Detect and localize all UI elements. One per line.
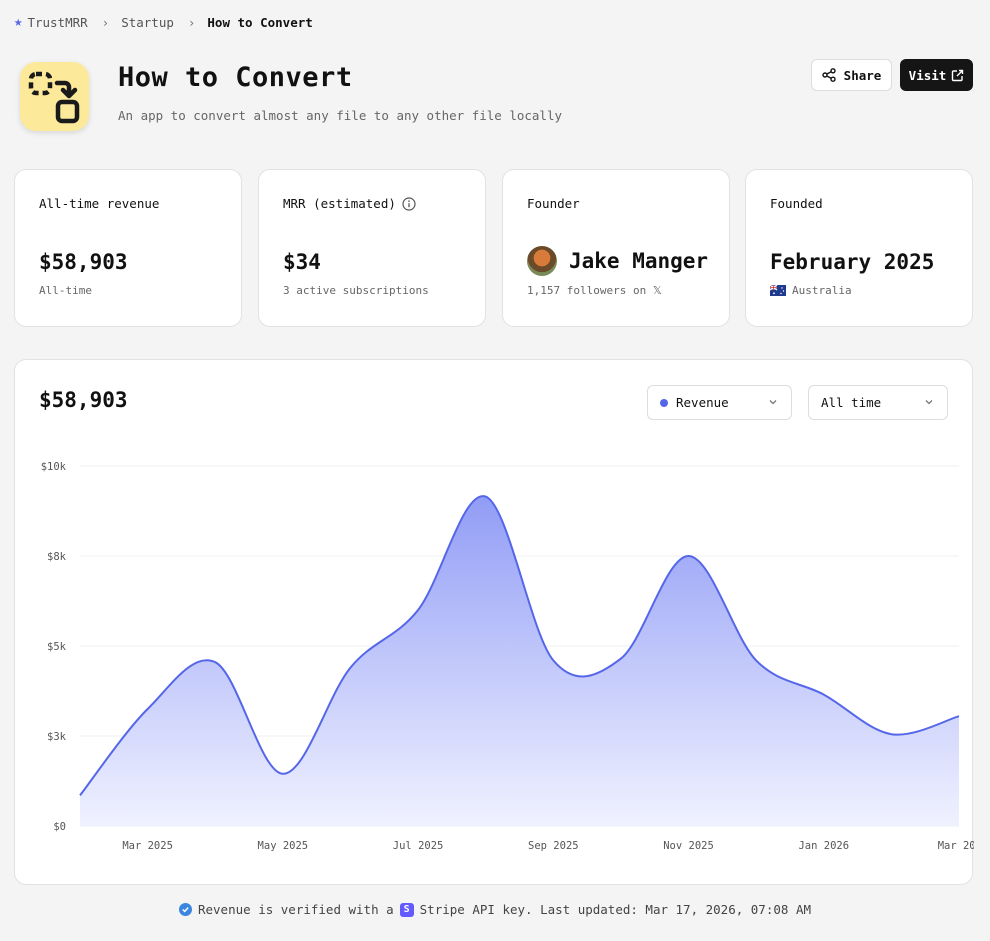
mrr-label: MRR (estimated) — [283, 196, 396, 211]
data-point[interactable] — [212, 659, 218, 665]
data-point[interactable] — [145, 706, 151, 712]
card-label: All-time revenue — [39, 196, 160, 211]
data-point[interactable] — [618, 656, 624, 662]
revenue-line — [79, 495, 960, 797]
data-point[interactable] — [415, 607, 421, 613]
app-description: An app to convert almost any file to any… — [118, 108, 563, 123]
chart-total: $58,903 — [39, 388, 128, 412]
mrr-card: MRR (estimated) $34 3 active subscriptio… — [258, 169, 486, 327]
x-tick-label: Sep 2025 — [528, 840, 579, 852]
mrr-sub: 3 active subscriptions — [283, 284, 429, 297]
data-point[interactable] — [956, 713, 962, 719]
share-button[interactable]: Share — [811, 59, 892, 91]
breadcrumb-current: How to Convert — [207, 14, 313, 30]
verification-text-end: Stripe API key. Last updated: Mar 17, 20… — [419, 902, 811, 917]
data-point[interactable] — [550, 657, 556, 663]
y-tick-label: $10k — [41, 461, 67, 473]
data-point[interactable] — [888, 731, 894, 737]
verified-check-icon — [178, 903, 192, 916]
data-point[interactable] — [280, 771, 286, 777]
app-header: How to Convert An app to convert almost … — [20, 59, 974, 142]
info-icon[interactable] — [402, 196, 416, 211]
range-select[interactable]: All time — [808, 385, 948, 420]
data-point[interactable] — [753, 657, 759, 663]
range-select-value: All time — [821, 395, 882, 410]
x-tick-label: May 2025 — [258, 840, 309, 852]
card-label: Founder — [527, 196, 580, 211]
star-icon: ★ — [14, 14, 23, 30]
x-tick-label: Mar 2026 — [938, 840, 974, 852]
founder-profile-link[interactable]: Jake Manger — [527, 246, 708, 276]
breadcrumb-site-link[interactable]: TrustMRR — [27, 14, 88, 30]
chevron-right-icon: › — [101, 14, 110, 30]
card-label: Founded — [770, 196, 823, 211]
breadcrumb-section-link[interactable]: Startup — [121, 14, 174, 30]
data-point[interactable] — [483, 494, 489, 500]
founder-name: Jake Manger — [569, 249, 709, 273]
verification-note: Revenue is verified with a S Stripe API … — [0, 902, 990, 917]
x-tick-label: Jan 2026 — [798, 840, 849, 852]
stripe-icon: S — [399, 902, 414, 917]
chevron-down-icon — [769, 400, 777, 405]
share-button-label: Share — [843, 67, 882, 83]
founder-card: Founder Jake Manger 1,157 followers on 𝕏 — [502, 169, 730, 327]
australia-flag-icon — [770, 285, 786, 296]
y-tick-label: $5k — [47, 641, 67, 653]
breadcrumb: ★ TrustMRR › Startup › How to Convert — [14, 14, 313, 30]
card-sub: All-time — [39, 284, 92, 297]
founder-followers: 1,157 followers on 𝕏 — [527, 284, 662, 297]
mrr-value: $34 — [283, 250, 321, 274]
x-tick-label: Jul 2025 — [393, 840, 444, 852]
founded-card: Founded February 2025 Australia — [745, 169, 973, 327]
convert-arrows-icon — [20, 62, 89, 131]
chevron-down-icon — [925, 400, 933, 405]
data-point[interactable] — [77, 792, 83, 798]
x-tick-label: Mar 2025 — [122, 840, 173, 852]
revenue-area-chart: $0 $3k $5k $8k $10k Mar 2025 May 2025 Jul 2025 S… — [41, 461, 974, 852]
data-point[interactable] — [347, 665, 353, 671]
share-icon — [821, 68, 836, 82]
metric-select[interactable]: Revenue — [647, 385, 792, 420]
visit-button-label: Visit — [908, 67, 947, 83]
card-label: MRR (estimated) — [283, 196, 416, 211]
visit-button[interactable]: Visit — [900, 59, 973, 91]
country-name: Australia — [792, 284, 852, 297]
x-tick-label: Nov 2025 — [663, 840, 714, 852]
founded-country: Australia — [770, 284, 852, 297]
metric-select-value: Revenue — [676, 395, 729, 410]
data-point[interactable] — [821, 692, 827, 698]
chevron-right-icon: › — [187, 14, 196, 30]
data-point[interactable] — [686, 553, 692, 559]
all-time-revenue-card: All-time revenue $58,903 All-time — [14, 169, 242, 327]
y-tick-label: $8k — [47, 551, 67, 563]
revenue-area — [80, 496, 959, 826]
founded-value: February 2025 — [770, 250, 935, 274]
page-title: How to Convert — [118, 62, 353, 93]
all-time-revenue-value: $58,903 — [39, 250, 128, 274]
avatar — [527, 246, 557, 276]
verification-text-start: Revenue is verified with a — [197, 902, 394, 917]
revenue-dot-icon — [660, 398, 668, 407]
external-link-icon — [952, 69, 964, 81]
y-tick-label: $3k — [47, 731, 67, 743]
revenue-chart-card: $58,903 Revenue All time $0 $3k $5k $8k $10k… — [14, 359, 974, 885]
y-tick-label: $0 — [53, 821, 66, 833]
